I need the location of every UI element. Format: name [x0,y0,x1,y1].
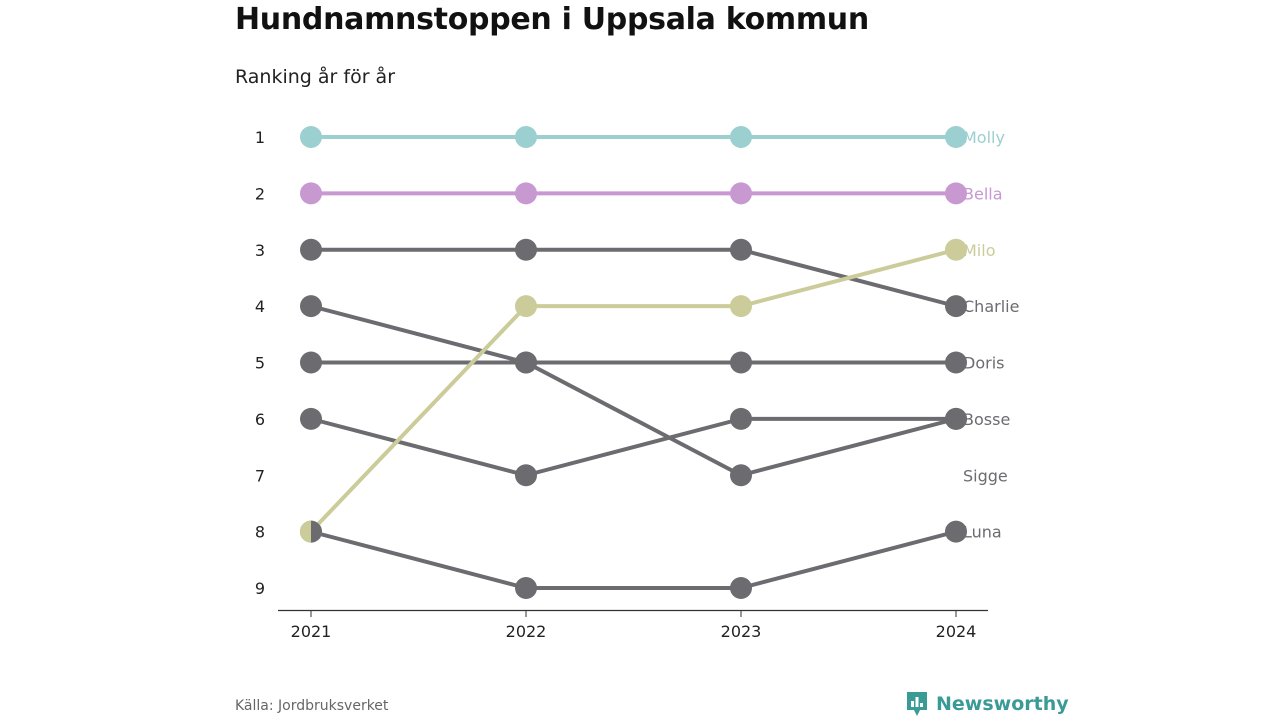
data-point-luna [945,520,967,543]
y-tick-label: 9 [255,579,265,598]
series-line-bosse [309,416,958,478]
data-point-milo [730,295,752,318]
series-line-charlie [309,247,958,309]
chart-title: Hundnamnstoppen i Uppsala kommun [235,2,869,37]
data-point-half-left [300,520,311,543]
data-point-sigge [300,295,322,318]
data-point-bosse [300,407,322,430]
y-tick-label: 6 [255,410,265,429]
bump-chart: 1 2 3 4 5 6 7 8 9 2021 2022 2023 2024 Molly Bella Milo C… [255,126,1019,641]
data-point-luna [730,577,752,599]
end-label-bella: Bella [963,184,1003,203]
end-label-charlie: Charlie [963,297,1019,316]
end-label-milo: Milo [963,241,995,260]
data-point-charlie [945,295,967,318]
data-point-milo [515,295,537,318]
series-line-luna [309,529,958,590]
data-point-doris [945,351,967,374]
data-point-bella [945,182,967,205]
y-tick-label: 3 [255,241,265,260]
series-line-sigge [309,304,958,478]
brand-name: Newsworthy [936,693,1069,715]
x-tick-label: 2022 [506,622,547,641]
brand-logo[interactable]: Newsworthy [905,690,1069,718]
x-tick-label: 2023 [721,622,762,641]
bar-chart-pin-icon [907,692,927,716]
data-point-doris [730,351,752,374]
data-point-charlie [300,238,322,261]
data-point-molly [945,126,967,148]
end-label-doris: Doris [963,354,1004,373]
data-point-luna [515,577,537,599]
y-tick-label: 8 [255,523,265,542]
data-point-sigge [945,407,967,430]
data-point-charlie [730,238,752,261]
chart-subtitle: Ranking år för år [235,66,396,88]
data-point-sigge [730,464,752,487]
end-label-molly: Molly [963,128,1005,147]
data-point-bella [730,182,752,205]
data-point-bella [515,182,537,205]
data-point-doris [300,351,322,374]
y-tick-label: 1 [255,128,265,147]
data-point-milo [945,238,967,261]
data-point-bella [300,182,322,205]
data-point-bosse [515,464,537,487]
data-point-molly [300,126,322,148]
y-tick-label: 2 [255,184,265,203]
y-tick-label: 4 [255,297,265,316]
end-label-bosse: Bosse [963,410,1010,429]
x-tick-label: 2021 [291,622,332,641]
data-point-molly [730,126,752,148]
source-note: Källa: Jordbruksverket [235,698,389,714]
end-label-sigge: Sigge [963,466,1008,485]
data-point-bosse [730,407,752,430]
end-label-luna: Luna [963,523,1002,542]
data-point-molly [515,126,537,148]
data-point-sigge [515,351,537,374]
data-point-charlie [515,238,537,261]
series-line-milo [309,247,958,534]
x-tick-label: 2024 [936,622,977,641]
data-point-half-right [311,520,322,543]
y-tick-label: 7 [255,466,265,485]
y-tick-label: 5 [255,354,265,373]
